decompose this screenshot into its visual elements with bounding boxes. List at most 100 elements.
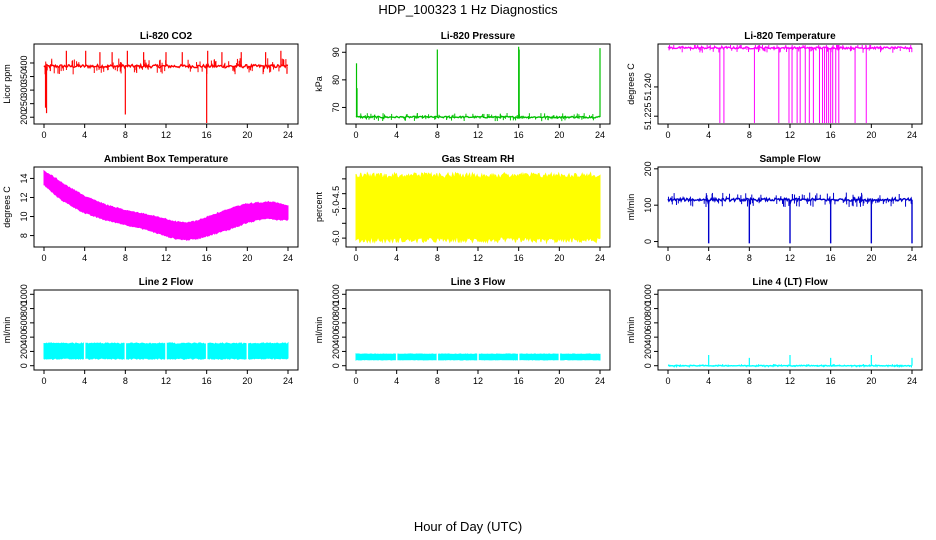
y-tick-label: 70	[331, 102, 341, 112]
x-tick-label: 24	[907, 253, 917, 263]
x-tick-label: 8	[435, 376, 440, 386]
x-tick-label: 8	[747, 376, 752, 386]
figure-xlabel: Hour of Day (UTC)	[414, 519, 522, 534]
x-tick-label: 16	[826, 253, 836, 263]
panel-title: Gas Stream RH	[442, 154, 515, 165]
x-tick-label: 24	[595, 130, 605, 140]
panel-title: Sample Flow	[759, 154, 820, 165]
x-tick-label: 0	[41, 253, 46, 263]
y-tick-label: 80	[331, 75, 341, 85]
x-tick-label: 12	[785, 376, 795, 386]
x-tick-label: 8	[435, 253, 440, 263]
x-tick-label: 16	[826, 130, 836, 140]
y-tick-label: 800	[643, 301, 653, 316]
x-tick-label: 12	[161, 130, 171, 140]
x-tick-label: 24	[907, 376, 917, 386]
y-tick-label: 400	[331, 330, 341, 345]
panel-9: Line 4 (LT) Flow 0 4 8 12 16 20 24 0 200400600800…	[626, 277, 923, 386]
y-tick-label: 300	[19, 83, 29, 98]
y-tick-label: 200	[19, 344, 29, 359]
y-tick-label: 350	[19, 69, 29, 84]
figure-title: HDP_100323 1 Hz Diagnostics	[378, 2, 558, 17]
plot-frame	[345, 43, 611, 125]
x-tick-label: 20	[554, 253, 564, 263]
series	[43, 169, 289, 241]
series-line	[667, 45, 913, 51]
panel-title: Line 3 Flow	[451, 277, 506, 288]
panel-title: Li-820 Pressure	[441, 31, 516, 42]
x-tick-label: 4	[394, 253, 399, 263]
y-axis-label: ml/min	[2, 317, 12, 344]
series	[355, 171, 601, 245]
x-tick-label: 4	[706, 253, 711, 263]
panel-title: Line 4 (LT) Flow	[752, 277, 828, 288]
y-tick-label: 12	[19, 192, 29, 202]
x-tick-label: 0	[353, 376, 358, 386]
x-tick-label: 0	[353, 253, 358, 263]
x-tick-label: 20	[866, 376, 876, 386]
panel-title: Ambient Box Temperature	[104, 154, 229, 165]
x-tick-label: 12	[473, 376, 483, 386]
x-tick-label: 20	[866, 130, 876, 140]
panel-title: Li-820 Temperature	[744, 31, 836, 42]
y-axis-label: ml/min	[314, 317, 324, 344]
series-band	[355, 171, 601, 245]
x-tick-label: 4	[706, 130, 711, 140]
series	[355, 351, 601, 362]
y-tick-label: 1000	[331, 284, 341, 304]
panel-title: Line 2 Flow	[139, 277, 194, 288]
y-tick-label: 14	[19, 173, 29, 183]
panel-3: Li-820 Temperature 0 4 8 12 16 20 24 51.22551.24…	[626, 31, 923, 140]
y-axis-label: Licor ppm	[2, 64, 12, 104]
x-tick-label: 24	[595, 376, 605, 386]
y-tick-label: 600	[19, 315, 29, 330]
panel-title: Li-820 CO2	[140, 31, 193, 42]
y-tick-label: 90	[331, 47, 341, 57]
y-tick-label: 200	[643, 161, 653, 176]
x-tick-label: 16	[514, 130, 524, 140]
y-tick-label: 800	[331, 301, 341, 316]
x-tick-label: 4	[706, 376, 711, 386]
x-tick-label: 4	[82, 253, 87, 263]
y-tick-label: 0	[19, 363, 29, 368]
y-tick-label: 8	[19, 233, 29, 238]
y-tick-label: -5.0	[331, 201, 341, 217]
panel-2: Li-820 Pressure 0 4 8 12 16 20 24 70 80 90 kPa	[314, 31, 611, 140]
x-tick-label: 0	[665, 376, 670, 386]
y-tick-label: 51.240	[643, 73, 653, 101]
y-tick-label: 600	[643, 315, 653, 330]
y-tick-label: 1000	[643, 284, 653, 304]
x-tick-label: 12	[161, 253, 171, 263]
x-tick-label: 8	[747, 130, 752, 140]
x-tick-label: 16	[202, 130, 212, 140]
y-axis-label: degrees C	[2, 186, 12, 228]
x-tick-label: 8	[435, 130, 440, 140]
series-band	[43, 169, 289, 241]
x-tick-label: 0	[665, 130, 670, 140]
y-tick-label: -4.5	[331, 186, 341, 202]
series-line	[355, 114, 601, 120]
x-tick-label: 8	[123, 376, 128, 386]
x-tick-label: 8	[747, 253, 752, 263]
x-tick-label: 4	[394, 376, 399, 386]
y-axis-label: degrees C	[626, 63, 636, 105]
x-tick-label: 4	[82, 130, 87, 140]
x-tick-label: 8	[123, 253, 128, 263]
series	[43, 340, 289, 362]
y-tick-label: 250	[19, 96, 29, 111]
x-tick-label: 8	[123, 130, 128, 140]
panel-4: Ambient Box Temperature 0 4 8 12 16 20 24 8 10 12 1…	[2, 154, 299, 263]
x-tick-label: 12	[785, 253, 795, 263]
plot-frame	[657, 43, 923, 125]
x-tick-label: 20	[554, 130, 564, 140]
y-tick-label: 200	[19, 110, 29, 125]
x-tick-label: 20	[242, 130, 252, 140]
series	[43, 50, 289, 123]
x-tick-label: 16	[826, 376, 836, 386]
y-tick-label: 600	[331, 315, 341, 330]
x-tick-label: 0	[665, 253, 670, 263]
